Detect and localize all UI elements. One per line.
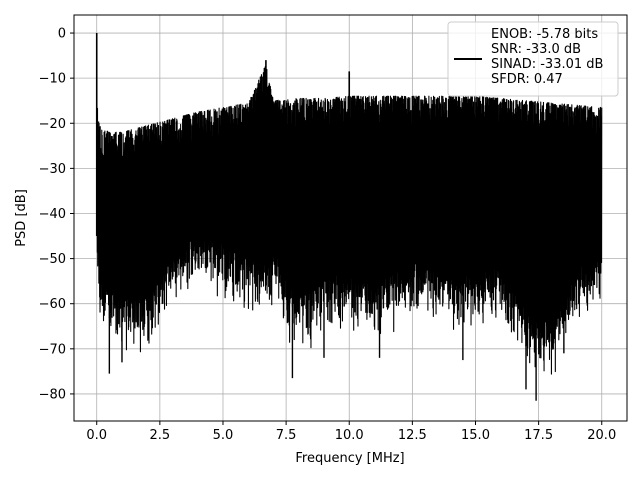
x-tick-label: 5.0 [213,428,234,443]
legend-box [447,21,619,97]
x-tick-label: 15.0 [461,428,490,443]
x-tick-label: 17.5 [524,428,553,443]
x-tick-label: 12.5 [398,428,427,443]
y-tick-label: 0 [58,27,66,42]
y-tick-label: −10 [39,72,66,87]
y-tick-label: −50 [39,252,66,267]
legend-enob: ENOB: -5.78 bits [491,27,598,42]
x-tick-label: 0.0 [86,428,107,443]
y-axis-label: PSD [dB] [14,189,29,247]
x-tick-label: 20.0 [587,428,616,443]
y-tick-label: −40 [39,207,66,222]
x-tick-label: 7.5 [276,428,297,443]
x-axis-ticks: 0.0 2.5 5.0 7.5 10.0 12.5 15.0 17.5 20.0 [86,421,616,443]
legend-sfdr: SFDR: 0.47 [491,72,563,87]
plot-frame [73,14,628,422]
x-tick-label: 2.5 [150,428,171,443]
y-tick-label: −20 [39,117,66,132]
psd-series [95,33,603,401]
x-axis-label: Frequency [MHz] [295,451,404,466]
legend-snr: SNR: -33.0 dB [491,42,581,57]
legend: ENOB: -5.78 bits SNR: -33.0 dB SINAD: -3… [447,21,619,97]
y-tick-label: −70 [39,342,66,357]
x-tick-label: 10.0 [335,428,364,443]
y-tick-label: −30 [39,162,66,177]
legend-sinad: SINAD: -33.01 dB [491,57,603,72]
y-tick-label: −60 [39,297,66,312]
y-tick-label: −80 [39,387,66,402]
y-axis-ticks: 0 −10 −20 −30 −40 −50 −60 −70 −80 [39,27,74,402]
